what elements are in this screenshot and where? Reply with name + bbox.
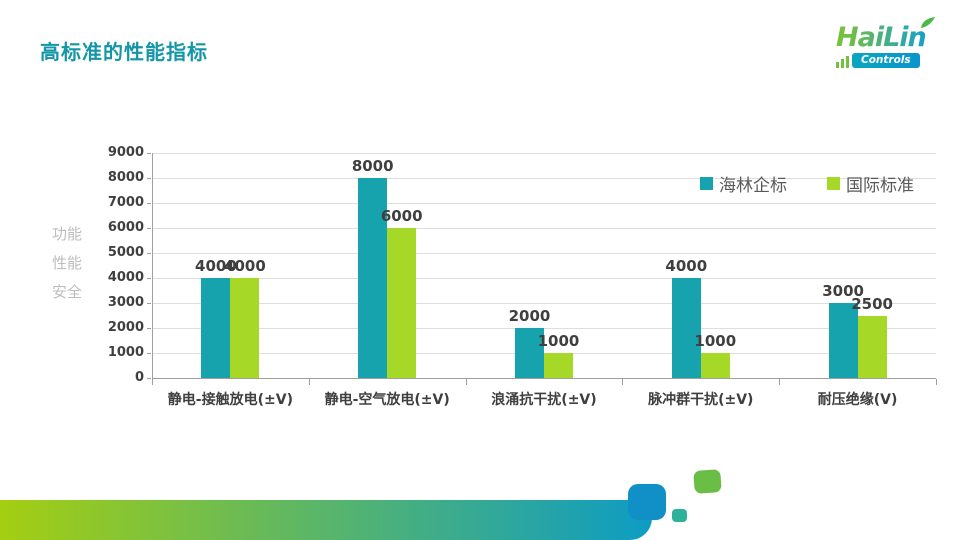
bar-value-label: 1000: [537, 332, 580, 350]
bar-value-label: 3000: [822, 282, 864, 300]
gridline: [152, 253, 936, 254]
bar: [230, 278, 260, 378]
bar-value-label: 4000: [224, 257, 266, 275]
footer-decoration-square-teal: [672, 509, 687, 522]
bar: [700, 353, 730, 378]
bar-value-label: 4000: [195, 257, 237, 275]
y-axis-label: 1000: [107, 345, 144, 360]
y-axis-tick: [147, 378, 151, 379]
bar: [387, 228, 417, 378]
y-axis-label: 4000: [107, 270, 144, 285]
gridline: [152, 278, 936, 279]
y-axis-tick: [147, 228, 151, 229]
chart-legend: 海林企标 国际标准: [700, 171, 914, 196]
y-axis-tick: [147, 203, 151, 204]
y-axis-label: 0: [134, 370, 144, 385]
gridline: [152, 153, 936, 154]
footer-decoration-square-blue: [628, 484, 666, 520]
bar: [358, 178, 388, 378]
legend-item: 海林企标: [700, 171, 787, 196]
gridline: [152, 303, 936, 304]
side-label-safety: 安全: [52, 283, 83, 301]
legend-item: 国际标准: [827, 171, 914, 196]
bar-value-label: 2000: [508, 307, 551, 325]
x-axis-tick: [936, 379, 937, 385]
y-axis-tick: [147, 153, 151, 154]
y-axis-label: 6000: [107, 220, 144, 235]
category-label: 浪涌抗干扰(±V): [491, 392, 597, 408]
hailin-logo: HaiLin Controls: [836, 17, 938, 74]
side-label-performance: 性能: [52, 254, 83, 272]
bar: [857, 315, 887, 378]
x-axis-tick: [779, 379, 781, 385]
logo-subtitle-row: Controls: [836, 53, 938, 68]
category-label: 静电-接触放电(±V): [167, 392, 293, 408]
y-axis-label: 2000: [107, 320, 144, 335]
bar-value-label: 6000: [380, 207, 423, 225]
x-axis-line: [152, 378, 936, 379]
side-label-function: 功能: [52, 225, 83, 243]
x-axis-tick: [622, 379, 624, 385]
bar: [544, 353, 573, 378]
bar-value-label: 8000: [351, 157, 394, 175]
gridline: [152, 203, 936, 204]
footer-gradient-bar: [0, 500, 652, 540]
y-axis-line: [152, 153, 153, 378]
category-label: 耐压绝缘(V): [817, 392, 898, 408]
legend-label: 国际标准: [846, 176, 914, 196]
y-axis-tick: [147, 303, 151, 304]
y-axis-tick: [147, 328, 151, 329]
y-axis-tick: [147, 178, 151, 179]
bar: [828, 303, 858, 378]
y-axis-tick: [147, 253, 151, 254]
category-label: 静电-空气放电(±V): [324, 392, 450, 408]
gridline: [152, 228, 936, 229]
bar-value-label: 4000: [665, 257, 708, 275]
category-label: 脉冲群干扰(±V): [648, 392, 754, 408]
logo-subtitle-text: Controls: [852, 53, 920, 68]
bar: [515, 328, 544, 378]
leaf-icon: [921, 17, 935, 28]
gridline: [152, 178, 936, 179]
bar: [201, 278, 231, 378]
logo-brand-text: HaiLin: [836, 24, 938, 52]
legend-label: 海林企标: [719, 176, 787, 196]
footer-decoration-square-green: [693, 469, 722, 494]
page-title: 高标准的性能指标: [40, 40, 208, 64]
y-axis-label: 5000: [107, 245, 144, 260]
logo-bars-icon: [836, 56, 849, 68]
bar: [671, 278, 701, 378]
x-axis-tick: [465, 379, 467, 385]
y-axis-label: 8000: [107, 170, 144, 185]
y-axis-label: 7000: [107, 195, 144, 210]
legend-swatch-icon: [827, 177, 840, 190]
axis-group-labels: 功能 性能 安全: [52, 220, 82, 307]
x-axis-tick: [308, 379, 310, 385]
y-axis-label: 3000: [107, 295, 144, 310]
x-axis-tick: [152, 379, 153, 385]
bar-value-label: 1000: [694, 332, 737, 350]
gridline: [152, 328, 936, 329]
legend-swatch-icon: [700, 177, 713, 190]
bar-value-label: 2500: [851, 294, 893, 313]
y-axis-label: 9000: [107, 145, 144, 160]
y-axis-tick: [147, 278, 151, 279]
y-axis-tick: [147, 353, 151, 354]
